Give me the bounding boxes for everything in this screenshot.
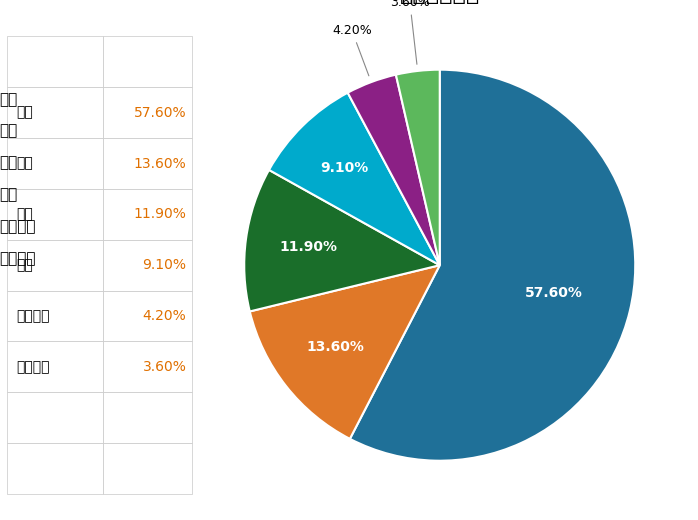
Bar xyxy=(103,36,192,87)
Wedge shape xyxy=(396,70,440,265)
Text: 9.10%: 9.10% xyxy=(320,161,368,175)
Title: 美元指数构成: 美元指数构成 xyxy=(400,0,480,4)
Text: 13.60%: 13.60% xyxy=(306,341,364,354)
Bar xyxy=(103,240,192,291)
Bar xyxy=(103,443,192,494)
Text: 加币: 加币 xyxy=(16,258,33,272)
Text: 欧元: 欧元 xyxy=(16,106,33,120)
Bar xyxy=(103,87,192,138)
Text: 57.60%: 57.60% xyxy=(525,286,583,300)
Text: 11.90%: 11.90% xyxy=(133,207,186,222)
Text: 瑞士法郎: 瑞士法郎 xyxy=(16,360,50,374)
Bar xyxy=(7,189,103,240)
Text: 瑞典克朗: 瑞典克朗 xyxy=(16,309,50,323)
Bar xyxy=(7,87,103,138)
Wedge shape xyxy=(250,265,440,439)
Legend: 欧元, 日元, 英磅, 加币, 瑞典克朗, 瑞士法郎: 欧元, 日元, 英磅, 加币, 瑞典克朗, 瑞士法郎 xyxy=(0,87,40,270)
Text: 4.20%: 4.20% xyxy=(142,309,186,323)
Bar xyxy=(7,392,103,443)
Text: 英磅: 英磅 xyxy=(16,207,33,222)
Text: 9.10%: 9.10% xyxy=(142,258,186,272)
Text: 3.60%: 3.60% xyxy=(390,0,430,64)
Text: 11.90%: 11.90% xyxy=(279,240,337,254)
Bar xyxy=(7,240,103,291)
Bar xyxy=(103,138,192,189)
Text: 13.60%: 13.60% xyxy=(133,157,186,171)
Wedge shape xyxy=(348,75,440,265)
Text: 3.60%: 3.60% xyxy=(142,360,186,374)
Wedge shape xyxy=(350,70,635,461)
Text: 日元: 日元 xyxy=(16,157,33,171)
Bar xyxy=(103,189,192,240)
Bar xyxy=(7,443,103,494)
Text: 4.20%: 4.20% xyxy=(332,24,372,76)
Bar xyxy=(103,342,192,392)
Bar xyxy=(7,342,103,392)
Wedge shape xyxy=(269,93,440,265)
Bar xyxy=(7,291,103,342)
Bar xyxy=(103,291,192,342)
Bar xyxy=(7,138,103,189)
Bar xyxy=(103,392,192,443)
Bar xyxy=(7,36,103,87)
Wedge shape xyxy=(244,170,440,311)
Text: 57.60%: 57.60% xyxy=(134,106,186,120)
